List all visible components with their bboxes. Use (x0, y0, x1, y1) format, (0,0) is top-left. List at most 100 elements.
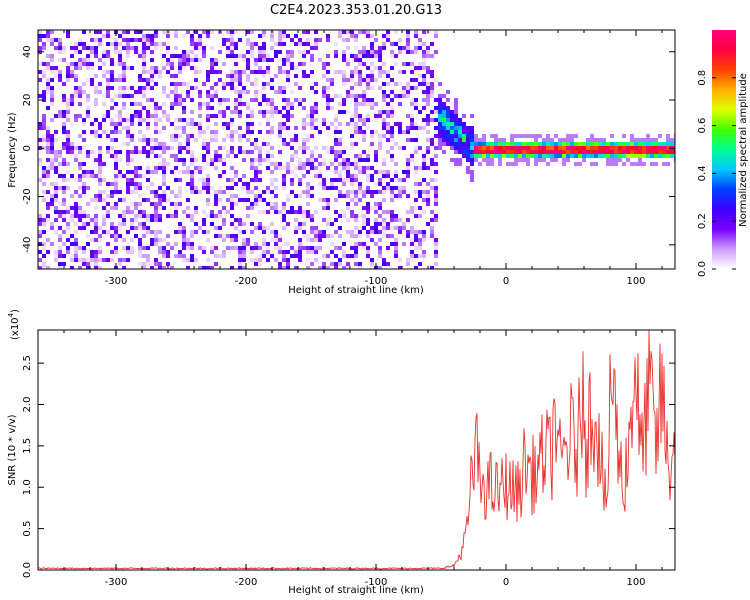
heatmap-cell (138, 86, 142, 90)
heatmap-cell (142, 198, 146, 202)
heatmap-cell (414, 138, 418, 142)
heatmap-cell (78, 194, 82, 198)
heatmap-cell (430, 234, 434, 238)
heatmap-cell (250, 110, 254, 114)
heatmap-cell (178, 150, 182, 154)
heatmap-cell (434, 242, 438, 246)
heatmap-cell (374, 118, 378, 122)
heatmap-cell (618, 150, 622, 154)
heatmap-cell (458, 162, 462, 166)
heatmap-cell (334, 142, 338, 146)
heatmap-cell (362, 98, 366, 102)
heatmap-cell (146, 82, 150, 86)
heatmap-cell (370, 194, 374, 198)
heatmap-cell (58, 214, 62, 218)
heatmap-cell (610, 154, 614, 158)
heatmap-cell (262, 226, 266, 230)
heatmap-cell (98, 82, 102, 86)
heatmap-cell (298, 50, 302, 54)
heatmap-cell (94, 222, 98, 226)
heatmap-cell (326, 86, 330, 90)
heatmap-cell (434, 130, 438, 134)
heatmap-cell (534, 138, 538, 142)
heatmap-cell (274, 110, 278, 114)
heatmap-cell (386, 226, 390, 230)
heatmap-cell (302, 74, 306, 78)
heatmap-cell (154, 114, 158, 118)
heatmap-cell (414, 30, 418, 34)
heatmap-cell (414, 266, 418, 269)
heatmap-cell (114, 130, 118, 134)
heatmap-cell (198, 94, 202, 98)
heatmap-cell (514, 158, 518, 162)
heatmap-cell (230, 54, 234, 58)
heatmap-cell (382, 226, 386, 230)
heatmap-cell (138, 74, 142, 78)
heatmap-cell (662, 142, 666, 146)
heatmap-cell (414, 50, 418, 54)
heatmap-cell (238, 250, 242, 254)
heatmap-cell (214, 166, 218, 170)
heatmap-cell (274, 230, 278, 234)
heatmap-cell (182, 34, 186, 38)
heatmap-cell (634, 138, 638, 142)
heatmap-cell (118, 150, 122, 154)
heatmap-cell (274, 210, 278, 214)
heatmap-cell (118, 90, 122, 94)
heatmap-cell (650, 154, 654, 158)
heatmap-cell (270, 154, 274, 158)
heatmap-cell (238, 218, 242, 222)
heatmap-cell (366, 246, 370, 250)
heatmap-cell (454, 110, 458, 114)
heatmap-cell (378, 170, 382, 174)
heatmap-cell (78, 186, 82, 190)
heatmap-cell (50, 78, 54, 82)
heatmap-cell (254, 158, 258, 162)
heatmap-cell (82, 182, 86, 186)
heatmap-cell (526, 142, 530, 146)
heatmap-cell (78, 114, 82, 118)
heatmap-cell (146, 186, 150, 190)
heatmap-cell (162, 162, 166, 166)
heatmap-cell (174, 230, 178, 234)
heatmap-cell (350, 74, 354, 78)
heatmap-cell (350, 134, 354, 138)
heatmap-cell (406, 230, 410, 234)
heatmap-cell (174, 86, 178, 90)
heatmap-cell (618, 146, 622, 150)
heatmap-cell (190, 38, 194, 42)
heatmap-cell (150, 98, 154, 102)
heatmap-cell (594, 150, 598, 154)
heatmap-cell (366, 234, 370, 238)
heatmap-cell (158, 230, 162, 234)
heatmap-cell (258, 254, 262, 258)
heatmap-cell (134, 90, 138, 94)
heatmap-cell (210, 134, 214, 138)
heatmap-cell (206, 78, 210, 82)
heatmap-cell (382, 218, 386, 222)
heatmap-cell (366, 250, 370, 254)
heatmap-cell (458, 146, 462, 150)
heatmap-cell (146, 70, 150, 74)
heatmap-cell (266, 258, 270, 262)
heatmap-cell (138, 138, 142, 142)
heatmap-cell (118, 110, 122, 114)
heatmap-cell (254, 70, 258, 74)
heatmap-cell (294, 154, 298, 158)
heatmap-cell (170, 138, 174, 142)
heatmap-cell (638, 146, 642, 150)
heatmap-cell (114, 174, 118, 178)
heatmap-cell (270, 206, 274, 210)
heatmap-cell (342, 194, 346, 198)
heatmap-cell (126, 170, 130, 174)
heatmap-cell (258, 102, 262, 106)
x-tick-label: -100 (365, 276, 388, 287)
heatmap-cell (262, 70, 266, 74)
heatmap-cell (98, 250, 102, 254)
heatmap-cell (154, 258, 158, 262)
y-tick-label: 0.5 (22, 521, 33, 537)
heatmap-cell (90, 174, 94, 178)
heatmap-cell (310, 54, 314, 58)
heatmap-cell (254, 142, 258, 146)
heatmap-cell (246, 126, 250, 130)
